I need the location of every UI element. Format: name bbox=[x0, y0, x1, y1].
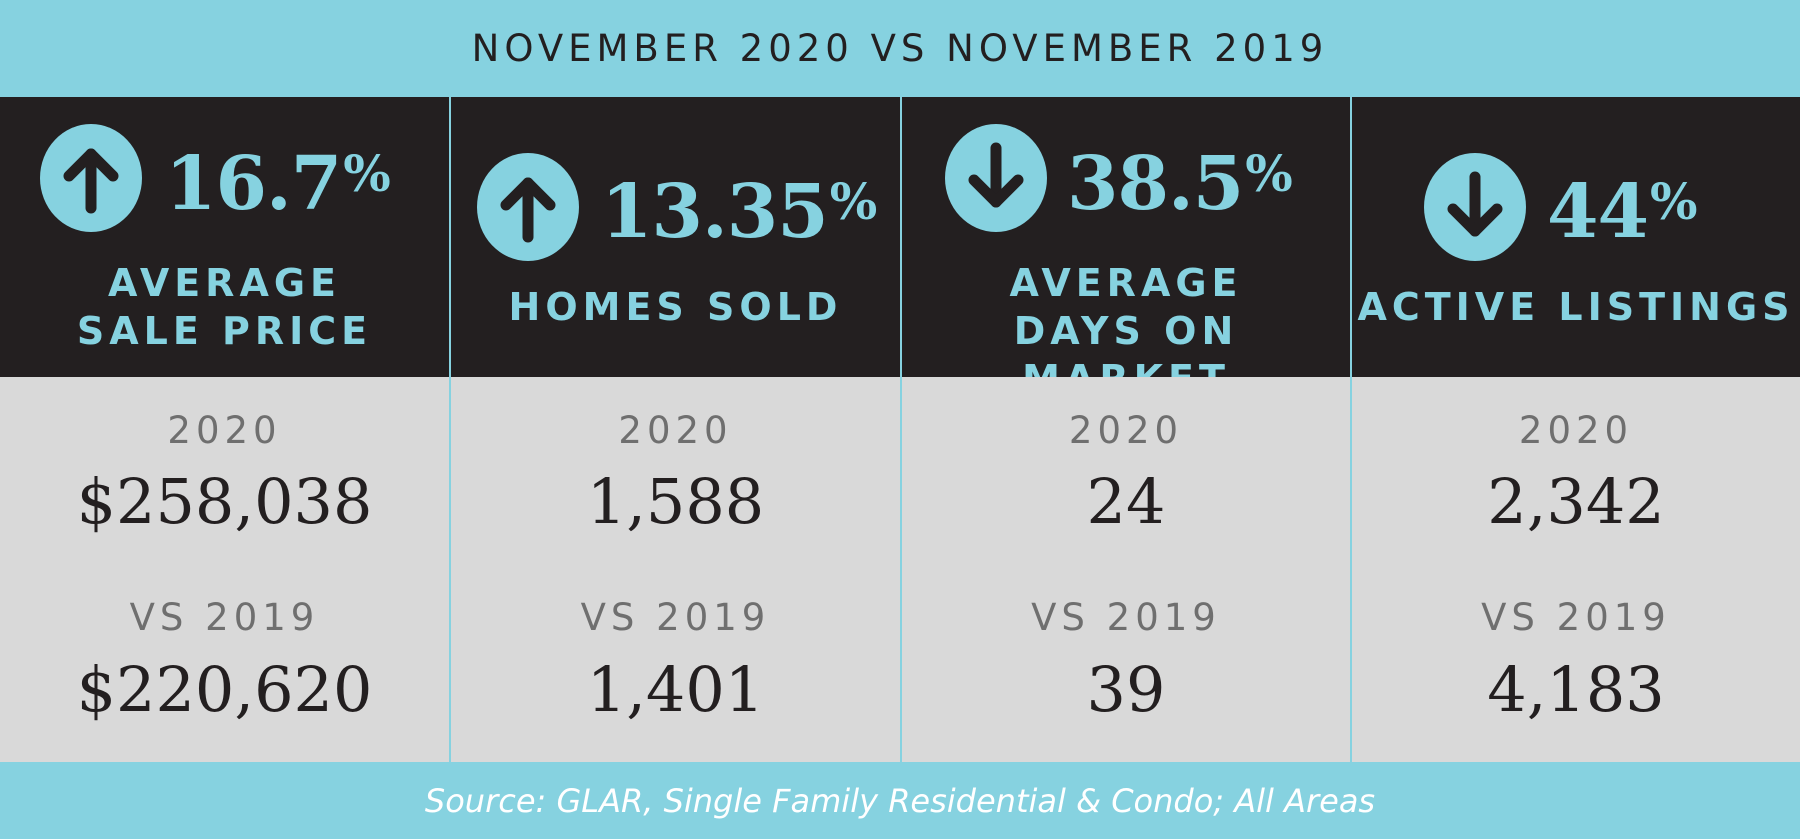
percent-value: 13.35 bbox=[601, 169, 829, 255]
vs-2019-label: VS 2019 bbox=[580, 596, 771, 639]
stat-label-line: AVERAGE bbox=[1009, 261, 1243, 305]
percent-change: 38.5% bbox=[1067, 144, 1293, 221]
percent-sign: % bbox=[343, 144, 391, 203]
stat-label: HOMES SOLD bbox=[451, 283, 900, 331]
stat-values: 2020 $258,038 VS 2019 $220,620 bbox=[0, 377, 449, 762]
percent-sign: % bbox=[1245, 144, 1293, 203]
stat-label: AVERAGE SALE PRICE bbox=[0, 259, 449, 355]
arrow-down-icon bbox=[1424, 153, 1526, 261]
percent-change: 44% bbox=[1547, 175, 1697, 249]
current-value: 1,588 bbox=[586, 465, 765, 538]
source-footer: Source: GLAR, Single Family Residential … bbox=[0, 762, 1800, 839]
year-2020-label: 2020 bbox=[1068, 409, 1184, 452]
source-text: Source: GLAR, Single Family Residential … bbox=[424, 781, 1376, 820]
stat-label-line: ACTIVE LISTINGS bbox=[1357, 285, 1795, 329]
stat-values: 2020 1,588 VS 2019 1,401 bbox=[451, 377, 900, 762]
current-value: 24 bbox=[1086, 465, 1166, 538]
percent-sign: % bbox=[829, 172, 878, 231]
vs-2019-label: VS 2019 bbox=[129, 596, 320, 639]
arrow-down-icon bbox=[945, 124, 1047, 232]
stat-column-homes-sold: 13.35% HOMES SOLD 2020 1,588 VS 2019 1,4… bbox=[451, 97, 902, 762]
stat-label-line: AVERAGE bbox=[107, 261, 341, 305]
current-value: 2,342 bbox=[1487, 465, 1665, 538]
percent-value: 38.5 bbox=[1067, 141, 1244, 227]
percent-change: 16.7% bbox=[165, 144, 391, 221]
vs-2019-label: VS 2019 bbox=[1481, 596, 1671, 639]
stats-columns: 16.7% AVERAGE SALE PRICE 2020 $258,038 V… bbox=[0, 97, 1800, 762]
stat-header: 13.35% HOMES SOLD bbox=[451, 97, 900, 377]
year-2020-label: 2020 bbox=[1518, 409, 1634, 452]
stat-header: 38.5% AVERAGE DAYS ON MARKET bbox=[902, 97, 1350, 401]
percent-value: 16.7 bbox=[165, 141, 342, 227]
previous-value: 1,401 bbox=[586, 653, 765, 726]
stat-label: ACTIVE LISTINGS bbox=[1352, 283, 1800, 331]
stat-column-active-listings: 44% ACTIVE LISTINGS 2020 2,342 VS 2019 4… bbox=[1352, 97, 1800, 762]
stat-label-line: HOMES SOLD bbox=[508, 285, 843, 329]
arrow-up-icon bbox=[40, 124, 142, 232]
year-2020-label: 2020 bbox=[167, 409, 282, 452]
stat-header: 16.7% AVERAGE SALE PRICE bbox=[0, 97, 449, 377]
percent-sign: % bbox=[1649, 172, 1698, 231]
stat-values: 2020 24 VS 2019 39 bbox=[902, 377, 1350, 762]
previous-value: 4,183 bbox=[1487, 653, 1665, 726]
header-title: NOVEMBER 2020 VS NOVEMBER 2019 bbox=[471, 27, 1329, 70]
previous-value: $220,620 bbox=[76, 653, 373, 726]
stat-label-line: SALE PRICE bbox=[76, 309, 373, 353]
stat-values: 2020 2,342 VS 2019 4,183 bbox=[1352, 377, 1800, 762]
arrow-up-icon bbox=[477, 153, 579, 261]
stat-header: 44% ACTIVE LISTINGS bbox=[1352, 97, 1800, 377]
year-2020-label: 2020 bbox=[618, 409, 733, 452]
previous-value: 39 bbox=[1086, 653, 1166, 726]
percent-change: 13.35% bbox=[601, 172, 878, 249]
stat-column-average-days-on-market: 38.5% AVERAGE DAYS ON MARKET 2020 24 VS … bbox=[902, 97, 1352, 762]
percent-value: 44 bbox=[1547, 169, 1649, 255]
vs-2019-label: VS 2019 bbox=[1031, 596, 1221, 639]
stat-column-average-sale-price: 16.7% AVERAGE SALE PRICE 2020 $258,038 V… bbox=[0, 97, 451, 762]
current-value: $258,038 bbox=[76, 465, 373, 538]
header-banner: NOVEMBER 2020 VS NOVEMBER 2019 bbox=[0, 0, 1800, 97]
